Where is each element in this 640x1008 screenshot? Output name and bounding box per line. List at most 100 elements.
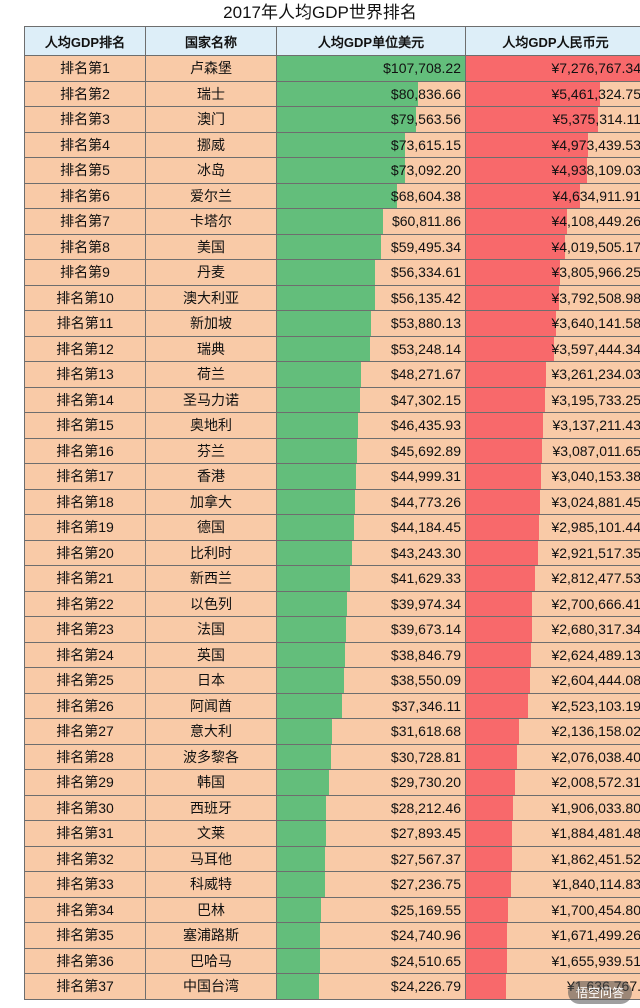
cny-cell: ¥4,019,505.17 — [465, 233, 640, 260]
cny-cell: ¥4,973,439.53 — [465, 131, 640, 158]
cny-cell: ¥5,461,324.75 — [465, 80, 640, 107]
cny-value: ¥3,195,733.25 — [551, 391, 640, 408]
cny-bar — [466, 56, 640, 81]
cny-bar — [466, 158, 588, 183]
page-title: 2017年人均GDP世界排名 — [223, 3, 417, 22]
rank-cell: 排名第14 — [24, 386, 146, 413]
country-cell: 比利时 — [145, 539, 277, 566]
usd-cell: $38,550.09 — [276, 667, 466, 694]
usd-cell: $43,243.30 — [276, 539, 466, 566]
cny-value: ¥1,655,939.51 — [551, 952, 640, 969]
usd-bar — [277, 107, 416, 132]
rank-cell: 排名第9 — [24, 259, 146, 286]
cny-bar — [466, 872, 512, 897]
usd-bar — [277, 846, 326, 871]
usd-value: $107,708.22 — [383, 60, 461, 77]
usd-value: $29,730.20 — [390, 774, 461, 791]
cny-bar — [466, 183, 580, 208]
usd-bar — [277, 515, 355, 540]
cny-bar — [466, 668, 531, 693]
rank-cell: 排名第34 — [24, 896, 146, 923]
usd-value: $79,563.56 — [390, 111, 461, 128]
rank-cell: 排名第24 — [24, 641, 146, 668]
usd-bar — [277, 183, 397, 208]
watermark-badge: 悟空问答 — [567, 981, 632, 1004]
cny-value: ¥4,938,109.03 — [551, 162, 640, 179]
country-cell: 瑞典 — [145, 335, 277, 362]
cny-value: ¥3,597,444.34 — [551, 340, 640, 357]
usd-bar — [277, 413, 359, 438]
table-row: 排名第5 冰岛 $73,092.20 ¥4,938,109.03 — [24, 157, 640, 184]
table-row: 排名第17 香港 $44,999.31 ¥3,040,153.38 — [24, 463, 640, 490]
table-row: 排名第13 荷兰 $48,271.67 ¥3,261,234.03 — [24, 361, 640, 388]
cny-cell: ¥4,108,449.26 — [465, 208, 640, 235]
cny-value: ¥1,671,499.26 — [551, 927, 640, 944]
country-cell: 中国台湾 — [145, 973, 277, 1000]
country-cell: 法国 — [145, 616, 277, 643]
table-row: 排名第1 卢森堡 $107,708.22 ¥7,276,767.34 — [24, 55, 640, 82]
cny-value: ¥3,792,508.98 — [551, 289, 640, 306]
gdp-table: 人均GDP排名 国家名称 人均GDP单位美元 人均GDP人民币元 排名第1 卢森堡… — [24, 26, 640, 1000]
table-row: 排名第8 美国 $59,495.34 ¥4,019,505.17 — [24, 233, 640, 260]
table-row: 排名第33 科威特 $27,236.75 ¥1,840,114.83 — [24, 871, 640, 898]
usd-cell: $56,135.42 — [276, 284, 466, 311]
rank-cell: 排名第11 — [24, 310, 146, 337]
rank-cell: 排名第31 — [24, 820, 146, 847]
cny-bar — [466, 770, 516, 795]
cny-bar — [466, 617, 532, 642]
country-cell: 香港 — [145, 463, 277, 490]
rank-cell: 排名第33 — [24, 871, 146, 898]
country-cell: 圣马力诺 — [145, 386, 277, 413]
rank-cell: 排名第37 — [24, 973, 146, 1000]
cny-value: ¥5,461,324.75 — [551, 85, 640, 102]
country-cell: 波多黎各 — [145, 743, 277, 770]
usd-cell: $56,334.61 — [276, 259, 466, 286]
table-row: 排名第25 日本 $38,550.09 ¥2,604,444.08 — [24, 667, 640, 694]
country-cell: 瑞士 — [145, 80, 277, 107]
country-cell: 日本 — [145, 667, 277, 694]
usd-value: $24,510.65 — [390, 952, 461, 969]
usd-cell: $29,730.20 — [276, 769, 466, 796]
cny-cell: ¥3,024,881.45 — [465, 488, 640, 515]
cny-bar — [466, 821, 513, 846]
usd-cell: $37,346.11 — [276, 692, 466, 719]
country-cell: 荷兰 — [145, 361, 277, 388]
usd-cell: $59,495.34 — [276, 233, 466, 260]
usd-value: $39,673.14 — [390, 621, 461, 638]
table-row: 排名第26 阿闻酋 $37,346.11 ¥2,523,103.19 — [24, 692, 640, 719]
table-row: 排名第22 以色列 $39,974.34 ¥2,700,666.41 — [24, 590, 640, 617]
usd-value: $45,692.89 — [390, 442, 461, 459]
usd-value: $46,435.93 — [390, 417, 461, 434]
cny-bar — [466, 489, 541, 514]
cny-value: ¥3,040,153.38 — [551, 468, 640, 485]
cny-cell: ¥2,604,444.08 — [465, 667, 640, 694]
cny-cell: ¥1,862,451.52 — [465, 845, 640, 872]
country-cell: 意大利 — [145, 718, 277, 745]
country-cell: 西班牙 — [145, 794, 277, 821]
cny-cell: ¥3,040,153.38 — [465, 463, 640, 490]
table-row: 排名第7 卡塔尔 $60,811.86 ¥4,108,449.26 — [24, 208, 640, 235]
usd-bar — [277, 566, 350, 591]
usd-bar — [277, 81, 419, 106]
table-row: 排名第14 圣马力诺 $47,302.15 ¥3,195,733.25 — [24, 386, 640, 413]
usd-cell: $39,974.34 — [276, 590, 466, 617]
country-cell: 巴哈马 — [145, 947, 277, 974]
table-row: 排名第15 奥地利 $46,435.93 ¥3,137,211.43 — [24, 412, 640, 439]
usd-bar — [277, 744, 331, 769]
table-row: 排名第24 英国 $38,846.79 ¥2,624,489.13 — [24, 641, 640, 668]
header-rank: 人均GDP排名 — [24, 26, 146, 56]
cny-value: ¥5,375,314.11 — [552, 111, 640, 128]
usd-bar — [277, 336, 370, 361]
header-usd: 人均GDP单位美元 — [276, 26, 466, 56]
cny-value: ¥4,634,911.91 — [552, 187, 640, 204]
usd-cell: $79,563.56 — [276, 106, 466, 133]
cny-value: ¥3,137,211.43 — [552, 417, 640, 434]
usd-bar — [277, 387, 360, 412]
country-cell: 阿闻酋 — [145, 692, 277, 719]
usd-value: $48,271.67 — [390, 366, 461, 383]
usd-value: $53,248.14 — [390, 340, 461, 357]
usd-value: $59,495.34 — [390, 238, 461, 255]
cny-value: ¥1,884,481.48 — [551, 825, 640, 842]
cny-bar — [466, 719, 519, 744]
usd-cell: $27,567.37 — [276, 845, 466, 872]
